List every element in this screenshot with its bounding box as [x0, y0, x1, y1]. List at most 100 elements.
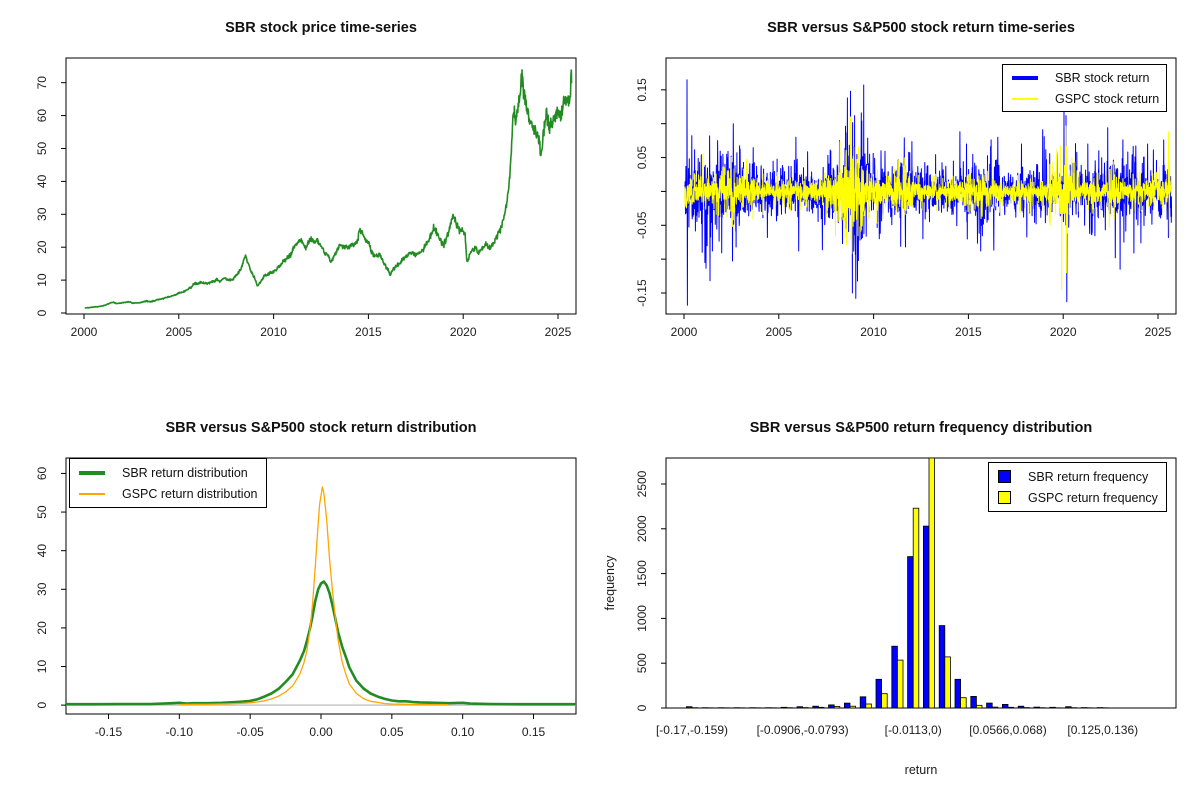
svg-text:1500: 1500 — [635, 560, 649, 587]
svg-text:-0.05: -0.05 — [635, 211, 649, 239]
sbr-return-frequency-bar — [1001, 703, 1009, 709]
sbr-frequency-box-swatch — [998, 470, 1011, 483]
sbr-return-frequency-bar — [780, 706, 788, 709]
svg-text:0: 0 — [35, 309, 49, 316]
legend-item-gspc-return: GSPC stock return — [1003, 90, 1166, 107]
svg-text:2000: 2000 — [635, 515, 649, 542]
svg-text:2000: 2000 — [671, 325, 698, 339]
gspc-return-frequency-bar — [881, 693, 888, 709]
sbr-return-frequency-bar — [891, 645, 898, 709]
svg-text:0.05: 0.05 — [380, 725, 404, 739]
svg-text:[0.0566,0.068): [0.0566,0.068) — [969, 723, 1046, 737]
sbr-return-distribution-series — [66, 580, 576, 706]
svg-text:20: 20 — [35, 621, 49, 635]
gspc-density-line-swatch — [79, 492, 105, 495]
legend-item-sbr-frequency: SBR return frequency — [989, 468, 1166, 485]
svg-text:[-0.17,-0.159): [-0.17,-0.159) — [656, 723, 728, 737]
svg-text:20: 20 — [35, 240, 49, 254]
svg-text:2005: 2005 — [165, 325, 192, 339]
gspc-return-frequency-bar — [944, 656, 951, 709]
legend-item-gspc-frequency: GSPC return frequency — [989, 489, 1166, 506]
panel-price-timeseries: 0 10 20 30 40 50 60 70 2000 2005 2010 2015 2020 2025 … — [0, 0, 600, 400]
svg-text:0.00: 0.00 — [309, 725, 333, 739]
gspc-return-frequency-bar — [833, 705, 841, 709]
legend-label: GSPC return distribution — [122, 486, 258, 501]
svg-text:-0.15: -0.15 — [635, 279, 649, 307]
sbr-return-frequency-bar — [859, 696, 867, 709]
sbr-price-series — [84, 69, 573, 309]
density-chart-svg: 0 10 20 30 40 50 60 -0.15 -0.10 -0.05 0.00 0.05 0.10… — [35, 457, 577, 739]
legend-item-sbr-density: SBR return distribution — [70, 464, 266, 481]
svg-text:-0.05: -0.05 — [236, 725, 264, 739]
sbr-return-frequency-bar — [1049, 706, 1056, 709]
svg-text:2010: 2010 — [860, 325, 887, 339]
svg-text:-0.15: -0.15 — [95, 725, 123, 739]
svg-text:2025: 2025 — [545, 325, 572, 339]
sbr-return-frequency-bar — [828, 704, 835, 709]
price-plot-box — [65, 57, 577, 315]
price-chart-title: SBR stock price time-series — [225, 20, 417, 36]
panel-return-distribution: 0 10 20 30 40 50 60 -0.15 -0.10 -0.05 0.00 0.05 0.10… — [0, 400, 600, 800]
legend-label: SBR return frequency — [1028, 469, 1149, 484]
sbr-return-frequency-bar — [938, 625, 946, 709]
price-chart-svg: 0 10 20 30 40 50 60 70 2000 2005 2010 2015 2020 2025 — [35, 57, 577, 339]
sbr-return-frequency-bar — [954, 678, 961, 709]
svg-text:0.15: 0.15 — [635, 78, 649, 102]
svg-text:30: 30 — [35, 207, 49, 221]
sbr-return-frequency-bar — [686, 706, 693, 709]
svg-text:[0.125,0.136): [0.125,0.136) — [1067, 723, 1138, 737]
svg-text:10: 10 — [35, 273, 49, 287]
sbr-return-frequency-bar — [1033, 706, 1040, 709]
legend-label: GSPC stock return — [1055, 91, 1160, 106]
legend-label: SBR return distribution — [122, 465, 248, 480]
svg-text:0: 0 — [635, 704, 649, 711]
legend-label: GSPC return frequency — [1028, 490, 1158, 505]
gspc-return-line-swatch — [1012, 97, 1038, 100]
legend-label: SBR stock return — [1055, 70, 1150, 85]
svg-text:frequency: frequency — [603, 555, 617, 611]
svg-text:0.15: 0.15 — [522, 725, 546, 739]
svg-text:2015: 2015 — [355, 325, 382, 339]
sbr-return-frequency-bar — [1017, 705, 1025, 709]
returns-plot-box — [665, 57, 1177, 315]
sbr-return-frequency-bar — [970, 695, 977, 709]
frequency-legend: SBR return frequency GSPC return frequen… — [988, 462, 1167, 512]
svg-text:2010: 2010 — [260, 325, 287, 339]
svg-text:40: 40 — [35, 174, 49, 188]
sbr-return-frequency-bar — [986, 702, 993, 709]
panel-return-frequency: 0 500 1000 1500 2000 2500 [-0.17,-0.159) [-0.09… — [600, 400, 1200, 800]
gspc-frequency-box-swatch — [998, 491, 1011, 504]
sbr-return-line-swatch — [1012, 75, 1038, 80]
svg-text:10: 10 — [35, 660, 49, 674]
gspc-return-frequency-bar — [865, 703, 872, 709]
gspc-return-frequency-bar — [960, 697, 967, 709]
svg-text:return: return — [905, 763, 938, 777]
svg-text:2020: 2020 — [450, 325, 477, 339]
svg-text:[-0.0906,-0.0793): [-0.0906,-0.0793) — [757, 723, 849, 737]
svg-text:50: 50 — [35, 141, 49, 155]
svg-text:1000: 1000 — [635, 605, 649, 632]
svg-text:0.10: 0.10 — [451, 725, 475, 739]
density-chart-title: SBR versus S&P500 stock return distribut… — [165, 420, 477, 436]
sbr-return-frequency-bar — [796, 706, 803, 709]
svg-text:2025: 2025 — [1145, 325, 1172, 339]
svg-text:40: 40 — [35, 544, 49, 558]
svg-text:0: 0 — [35, 701, 49, 708]
returns-chart-title: SBR versus S&P500 stock return time-seri… — [767, 20, 1075, 36]
frequency-chart-svg: 0 500 1000 1500 2000 2500 [-0.17,-0.159) [-0.09… — [603, 457, 1177, 777]
gspc-return-frequency-bar — [896, 659, 904, 709]
gspc-return-frequency-bar — [817, 706, 825, 709]
gspc-return-frequency-bar — [912, 507, 920, 709]
sbr-return-frequency-bar — [907, 556, 914, 709]
svg-text:2000: 2000 — [71, 325, 98, 339]
density-legend: SBR return distribution GSPC return dist… — [69, 458, 267, 508]
svg-text:50: 50 — [35, 505, 49, 519]
gspc-return-frequency-bar — [975, 704, 983, 709]
sbr-return-frequency-bar — [843, 702, 851, 709]
sbr-return-frequency-bar — [1065, 706, 1072, 709]
sbr-return-frequency-bar — [922, 525, 930, 709]
gspc-stock-return-series — [684, 116, 1173, 291]
gspc-return-frequency-bar — [1007, 706, 1014, 709]
svg-text:[-0.0113,0): [-0.0113,0) — [885, 723, 942, 737]
